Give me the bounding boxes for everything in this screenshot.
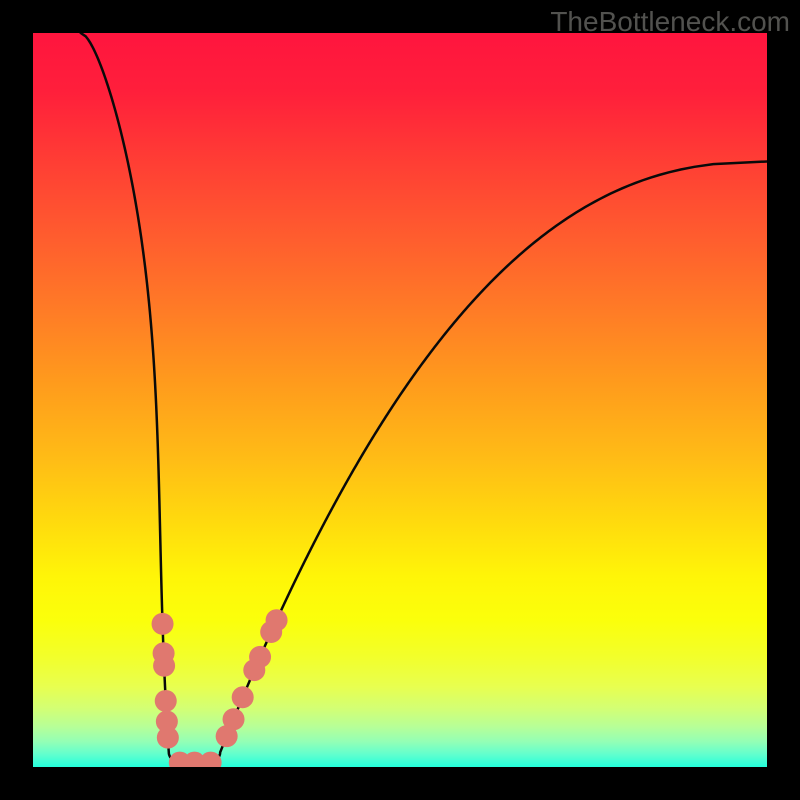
- data-marker: [260, 621, 282, 643]
- data-marker: [243, 659, 265, 681]
- bottleneck-curve: [81, 33, 767, 767]
- data-marker: [216, 725, 238, 747]
- data-marker: [200, 752, 222, 767]
- chart-svg: [33, 33, 767, 767]
- chart-container: TheBottleneck.com: [0, 0, 800, 800]
- data-marker: [152, 613, 174, 635]
- watermark-text: TheBottleneck.com: [550, 6, 790, 38]
- data-marker: [157, 727, 179, 749]
- data-marker: [155, 690, 177, 712]
- plot-area: [33, 33, 767, 767]
- data-marker: [153, 655, 175, 677]
- data-marker: [232, 686, 254, 708]
